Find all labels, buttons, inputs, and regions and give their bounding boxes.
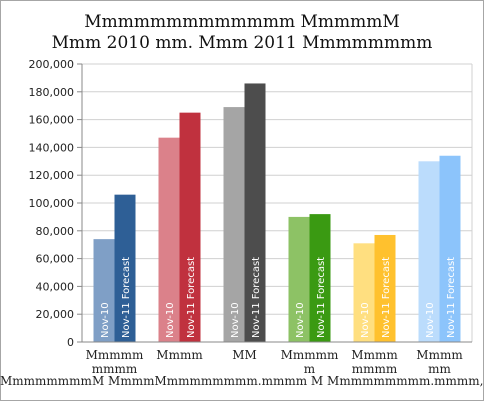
bar-label: Nov-11 Forecast xyxy=(381,257,392,338)
bar-nov-10 xyxy=(223,107,245,342)
bar-nov-11-forecast xyxy=(309,214,331,342)
x-tick-label: Mmmmm xyxy=(281,348,339,362)
bar-nov-11-forecast xyxy=(244,83,266,343)
y-tick-label: 200,000 xyxy=(29,58,75,71)
x-tick-label: mmmm xyxy=(352,362,398,376)
bar-label: Nov-10 xyxy=(165,302,176,338)
y-tick-label: 100,000 xyxy=(29,197,75,210)
bar-nov-11-forecast xyxy=(439,155,461,342)
y-tick-label: 160,000 xyxy=(29,114,75,127)
bar-labels: Nov-10 Nov-11 Forecast Nov-10 Nov-11 Foreca… xyxy=(100,257,457,338)
x-tick-label: Mmmm xyxy=(156,348,203,362)
bar-label: Nov-11 Forecast xyxy=(446,257,457,338)
bar-nov-10 xyxy=(418,161,440,342)
y-tick-label: 40,000 xyxy=(36,280,75,293)
y-tick-label: 80,000 xyxy=(36,225,75,238)
x-tick-label: Mmmm xyxy=(416,348,463,362)
y-tick-label: 0 xyxy=(67,336,74,349)
bar-label: Nov-11 Forecast xyxy=(316,257,327,338)
x-tick-label: mmmm xyxy=(92,362,138,376)
y-tick-label: 20,000 xyxy=(36,308,75,321)
bar-nov-11-forecast xyxy=(114,194,136,342)
bar-nov-11-forecast xyxy=(374,234,396,342)
y-axis: 0 20,000 40,000 60,000 80,000 100,000 120,000 1… xyxy=(29,58,83,349)
bar-nov-10 xyxy=(158,137,180,342)
x-tick-label: mm xyxy=(428,362,451,376)
y-tick-label: 120,000 xyxy=(29,169,75,182)
bar-label: Nov-11 Forecast xyxy=(251,257,262,338)
x-tick-label: m xyxy=(304,362,316,376)
bar-nov-10 xyxy=(353,243,375,342)
y-tick-label: 180,000 xyxy=(29,86,75,99)
x-tick-label: Mmmmm xyxy=(86,348,144,362)
x-tick-label: Mmmm xyxy=(351,348,398,362)
bar-label: Nov-11 Forecast xyxy=(121,257,132,338)
x-tick-label: MM xyxy=(232,348,257,362)
bottom-text: MmmmmmmmM MmmmMmmmmmmmm.mmmm M Mmmmmmmmm… xyxy=(0,374,484,388)
bar-label: Nov-11 Forecast xyxy=(186,257,197,338)
bar-label: Nov-10 xyxy=(230,302,241,338)
bar-nov-10 xyxy=(288,216,310,342)
chart-title-line-2: Mmm 2010 mm. Mmm 2011 Mmmmmmmm xyxy=(51,33,433,53)
y-tick-label: 140,000 xyxy=(29,141,75,154)
bar-label: Nov-10 xyxy=(425,302,436,338)
bar-nov-11-forecast xyxy=(179,112,201,343)
chart-title-line-1: Mmmmmmmmmmmmm MmmmmM xyxy=(84,12,400,32)
bars xyxy=(93,83,461,343)
bar-label: Nov-10 xyxy=(360,302,371,338)
chart-title: Mmmmmmmmmmmmm MmmmmM Mmm 2010 mm. Mmm 20… xyxy=(0,12,484,54)
bar-label: Nov-10 xyxy=(295,302,306,338)
y-tick-label: 60,000 xyxy=(36,253,75,266)
bar-label: Nov-10 xyxy=(100,302,111,338)
bar-nov-10 xyxy=(93,239,115,342)
gridlines xyxy=(82,63,473,343)
